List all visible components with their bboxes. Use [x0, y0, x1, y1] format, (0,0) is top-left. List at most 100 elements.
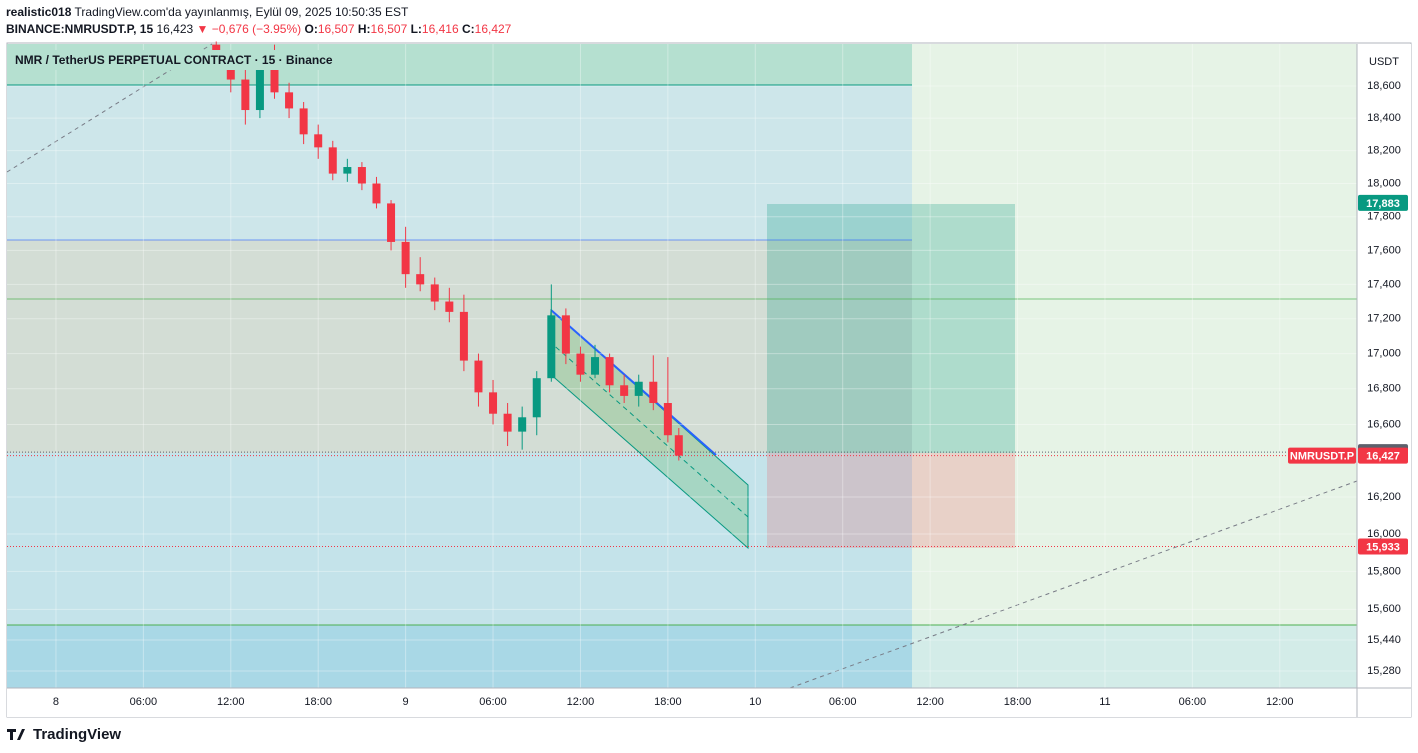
candle-body: [489, 392, 498, 414]
y-tick-label: 16,200: [1367, 491, 1401, 503]
candle-body: [649, 381, 658, 404]
candle-body: [532, 378, 541, 418]
x-tick-label: 06:00: [829, 696, 857, 708]
y-tick-label: 17,600: [1367, 244, 1401, 256]
x-tick-label: 12:00: [916, 696, 944, 708]
axes: 18,600 18,400 18,200 18,000 17,800 17,600 17,4…: [53, 80, 1408, 708]
candle-body: [634, 381, 643, 396]
y-tick-label: 15,800: [1367, 565, 1401, 577]
y-tick-label: 15,600: [1367, 603, 1401, 615]
price-label: 17,883: [1366, 198, 1400, 210]
header-line: realistic018 TradingView.com'da yayınlan…: [6, 4, 511, 21]
y-tick-label: 17,200: [1367, 313, 1401, 325]
target-zone: [767, 204, 1015, 453]
x-tick-label: 12:00: [1266, 696, 1294, 708]
price-label: 16,427: [1366, 451, 1400, 463]
y-tick-label: 17,400: [1367, 278, 1401, 290]
candle-body: [663, 403, 672, 436]
price-label-bg: [1358, 194, 1408, 211]
candle-body: [343, 167, 352, 174]
trend-line: [550, 309, 717, 456]
candle-body: [372, 183, 381, 204]
header: realistic018 TradingView.com'da yayınlan…: [6, 4, 511, 38]
price-label-bg: [1358, 538, 1408, 555]
c-value: 16,427: [474, 22, 512, 36]
symbol: BINANCE:NMRUSDT.P, 15: [6, 22, 154, 36]
candle-body: [561, 315, 570, 354]
y-tick-label: 15,440: [1367, 634, 1401, 646]
candle-body: [430, 284, 439, 302]
legend-bg: [12, 50, 330, 70]
candle-body: [314, 134, 323, 148]
y-tick-label: 17,800: [1367, 211, 1401, 223]
zone: [912, 625, 1357, 688]
c-key: C:: [461, 22, 475, 36]
header-line: BINANCE:NMRUSDT.P, 15 16,423 ▼ −0,676 (−…: [6, 21, 511, 38]
currency: USDT: [1369, 56, 1399, 68]
candle-body: [620, 385, 629, 396]
change: ▼ −0,676 (−3.95%): [196, 22, 302, 36]
y-tick-label: 18,400: [1367, 112, 1401, 124]
symbol-tag: NMRUSDT.P: [1290, 451, 1354, 463]
x-tick-label: 06:00: [479, 696, 507, 708]
candle-body: [605, 357, 614, 386]
candle-body: [255, 69, 264, 111]
chart-title: NMR / TetherUS PERPETUAL CONTRACT · 15 ·…: [15, 53, 333, 67]
y-tick-label: 16,600: [1367, 418, 1401, 430]
candle-body: [416, 274, 425, 285]
y-tick-label: 16,000: [1367, 528, 1401, 540]
time-axis: [7, 688, 1357, 717]
candle-body: [387, 203, 396, 242]
author: realistic018: [6, 5, 72, 19]
y-tick-label: 18,200: [1367, 145, 1401, 157]
candle-body: [299, 108, 308, 135]
zone: [7, 453, 912, 625]
l-value: 16,416: [421, 22, 459, 36]
symbol-tag-bg: [1288, 447, 1356, 464]
candle-body: [328, 147, 337, 174]
y-tick-label: 15,280: [1367, 665, 1401, 677]
candle-body: [445, 301, 454, 312]
published: TradingView.com'da yayınlanmış, Eylül 09…: [74, 5, 409, 19]
y-tick-label: 18,000: [1367, 177, 1401, 189]
candle-body: [674, 435, 683, 456]
x-tick-label: 12:00: [567, 696, 595, 708]
h-value: 16,507: [370, 22, 408, 36]
x-tick-label: 10: [749, 696, 761, 708]
x-tick-label: 18:00: [1004, 696, 1032, 708]
x-tick-label: 8: [53, 696, 59, 708]
zone: [7, 240, 912, 453]
zone: [7, 625, 912, 688]
o-key: O:: [304, 22, 318, 36]
stop-zone: [767, 453, 1015, 548]
candle-body: [241, 79, 250, 111]
candle-body: [270, 69, 279, 93]
candle-body: [285, 92, 294, 109]
candle-body: [357, 167, 366, 184]
h-key: H:: [357, 22, 371, 36]
y-tick-label: 18,600: [1367, 80, 1401, 92]
candles: [212, 41, 683, 461]
y-tick-label: 16,800: [1367, 383, 1401, 395]
candle-body: [518, 417, 527, 432]
zones: [6, 43, 1358, 689]
logo-icon: [7, 729, 25, 740]
last: 16,423: [156, 22, 194, 36]
l-key: L:: [410, 22, 422, 36]
x-tick-label: 06:00: [130, 696, 158, 708]
zone: [912, 44, 1357, 688]
candle-body: [591, 357, 600, 375]
x-tick-label: 9: [403, 696, 409, 708]
x-tick-label: 06:00: [1179, 696, 1207, 708]
candle-body: [474, 360, 483, 393]
o-value: 16,507: [317, 22, 355, 36]
candle-body: [459, 311, 468, 361]
candle-body: [576, 353, 585, 375]
price-label-bg: [1358, 447, 1408, 464]
x-tick-label: 18:00: [654, 696, 682, 708]
y-tick-label: 17,000: [1367, 348, 1401, 360]
candle-body: [547, 315, 556, 379]
price-label: 15,933: [1366, 541, 1400, 553]
candle-body: [401, 241, 410, 275]
